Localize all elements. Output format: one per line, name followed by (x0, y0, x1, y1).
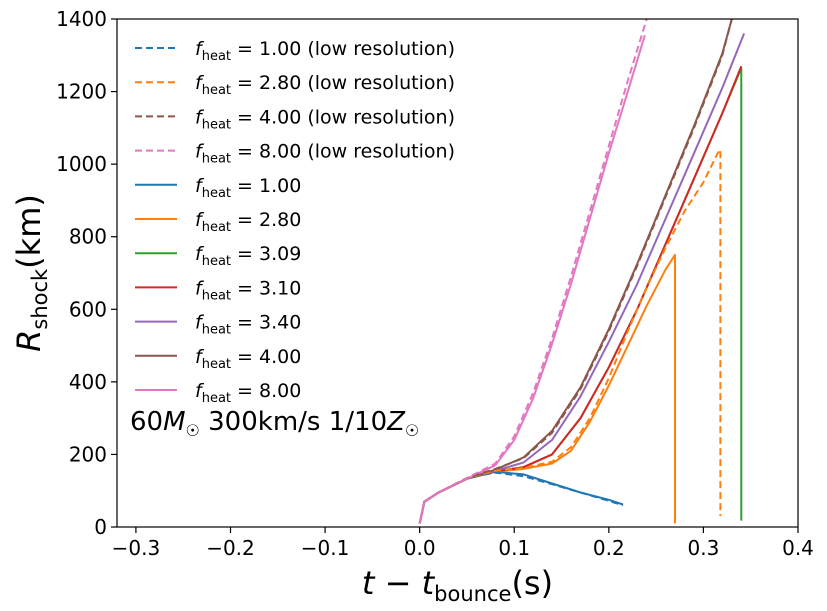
y-tick-label: 200 (69, 442, 107, 466)
y-axis-label: Rshock(km) (10, 194, 52, 352)
xlabel-sub: bounce (434, 582, 511, 606)
x-tick-label: 0.4 (782, 536, 814, 560)
xlabel-unit: (s) (511, 564, 553, 602)
legend-entry-4: fheat = 1.00 (195, 175, 301, 201)
legend-entry-2: fheat = 4.00 (low resolution) (195, 106, 455, 132)
annotation-sun-symbol: ☉ (186, 421, 200, 440)
annotation-msun: M (163, 407, 185, 437)
legend-entry-9: fheat = 4.00 (195, 346, 301, 372)
x-tick-label: 0.0 (404, 536, 436, 560)
y-tick-label: 800 (69, 225, 107, 249)
legend-entry-8: fheat = 3.40 (195, 312, 301, 338)
series-line-8 (418, 33, 746, 524)
legend-entry-6: fheat = 3.09 (195, 243, 301, 269)
series-line-4 (418, 470, 624, 524)
legend: fheat = 1.00 (low resolution) fheat = 2.8… (135, 38, 455, 406)
x-tick-label: −0.3 (112, 536, 161, 560)
legend-entry-5: fheat = 2.80 (195, 209, 301, 235)
x-tick-label: 0.3 (688, 536, 720, 560)
series-line-2 (418, 19, 733, 524)
annotation-rest: 300km/s 1/10 (200, 407, 387, 437)
series-line-6 (418, 67, 743, 524)
series-line-3 (418, 19, 648, 524)
ylabel-var: R (10, 330, 48, 352)
legend-entry-10: fheat = 8.00 (195, 380, 301, 406)
plot-frame (116, 18, 799, 528)
y-tick-label: 1000 (56, 152, 107, 176)
series-layer (418, 19, 746, 524)
x-tick-label: 0.1 (498, 536, 530, 560)
y-tick-label: 600 (69, 297, 107, 321)
ylabel-unit: (km) (10, 194, 48, 269)
y-tick-label: 0 (94, 515, 107, 539)
legend-entry-0: fheat = 1.00 (low resolution) (195, 38, 455, 64)
series-line-9 (418, 19, 733, 524)
xlabel-var2: t (422, 564, 436, 602)
x-axis-label: t − tbounce(s) (362, 564, 553, 606)
y-tick-label: 1400 (56, 7, 107, 31)
annotation-mass: 60 (130, 407, 163, 437)
series-line-7 (418, 65, 743, 524)
x-tick-label: 0.2 (593, 536, 625, 560)
annotation-z-sun-symbol: ☉ (405, 421, 419, 440)
y-tick-label: 400 (69, 370, 107, 394)
xlabel-minus: − (374, 564, 421, 602)
legend-entry-1: fheat = 2.80 (low resolution) (195, 72, 455, 98)
series-line-0 (418, 471, 624, 524)
xlabel-var: t (362, 564, 376, 602)
y-tick-label: 1200 (56, 80, 107, 104)
x-tick-label: −0.1 (301, 536, 350, 560)
x-tick-label: −0.2 (206, 536, 255, 560)
legend-entry-7: fheat = 3.10 (195, 277, 301, 303)
model-annotation: 60M☉ 300km/s 1/10Z☉ (130, 407, 419, 440)
annotation-z: Z (386, 407, 406, 437)
ticks-layer: −0.3 −0.2 −0.1 0.0 0.1 0.2 0.3 0.4 0 200 400 600 800… (56, 7, 814, 560)
legend-entry-3: fheat = 8.00 (low resolution) (195, 141, 455, 167)
ylabel-sub: shock (28, 268, 52, 330)
